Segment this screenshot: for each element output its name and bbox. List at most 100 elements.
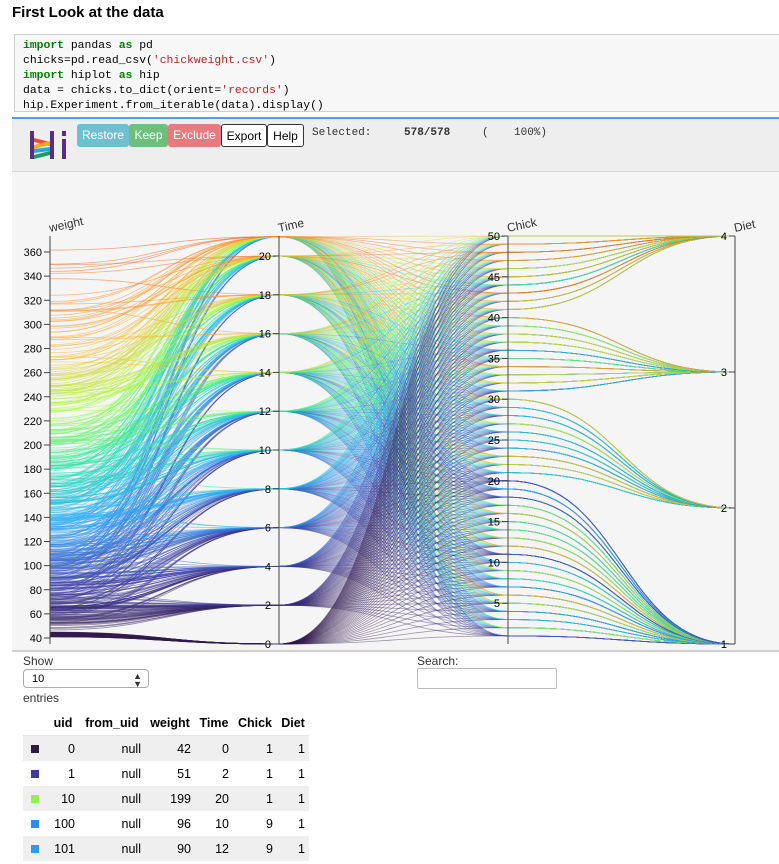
data-polyline [507,472,736,509]
table-row[interactable]: 1 null 51 2 1 1 [23,761,309,786]
export-button[interactable]: Export [221,124,267,147]
polyline-group [49,235,736,645]
code-token: 'chickweight.csv' [152,55,270,67]
data-polyline [507,333,736,373]
axis-title[interactable]: weight [47,214,85,235]
data-polyline [278,447,509,490]
axis-title[interactable]: Time [277,216,306,235]
data-polyline [507,415,736,509]
column-header[interactable] [23,710,47,736]
data-polyline [278,449,509,629]
table-row[interactable]: 10 null 199 20 1 1 [23,786,309,811]
table-row[interactable]: 101 null 90 12 9 1 [23,836,309,861]
data-polyline [49,527,280,550]
hiplot-logo-icon [30,131,66,159]
data-polyline [507,235,736,278]
plot-resize-handle[interactable] [12,650,779,652]
data-polyline [507,423,736,509]
hiplot-toolbar: Restore Keep Exclude Export Help Selecte… [12,119,779,172]
column-header[interactable]: Chick [233,710,277,736]
data-polyline [278,488,509,528]
data-polyline [278,410,509,547]
search-input[interactable] [417,668,557,689]
data-polyline [507,570,736,645]
column-header[interactable]: Time [195,710,233,736]
data-polyline [278,294,509,449]
data-polyline [507,464,736,509]
data-polyline [507,341,736,373]
data-polyline [507,635,736,645]
data-polyline [507,439,736,509]
axis-time[interactable]: 0 2 4 6 8 10 12 14 16 18 20 Time [259,216,306,651]
axis-title[interactable]: Diet [733,217,757,235]
data-polyline [278,255,509,318]
row-color-swatch [31,794,39,803]
table-cell: 90 [145,836,195,861]
data-polyline [278,255,509,294]
data-polyline [278,292,509,490]
data-polyline [278,276,509,373]
data-polyline [507,455,736,509]
data-polyline [507,235,736,302]
data-polyline [278,333,509,359]
data-polyline [278,255,509,376]
exclude-button[interactable]: Exclude [168,124,221,147]
data-polyline [49,449,280,600]
data-polyline [507,235,736,270]
data-polyline [507,529,736,645]
axis-tick-label: 300 [24,319,42,331]
selected-count: 578/578 [404,127,451,139]
column-header[interactable]: Diet [277,710,309,736]
data-polyline [507,235,736,278]
data-polyline [49,236,280,338]
axis-tick-label: 15 [488,517,500,529]
data-polyline [278,236,509,286]
column-header[interactable]: from_uid [79,710,145,736]
data-polyline [507,431,736,509]
data-polyline [278,235,509,645]
data-polyline [507,341,736,373]
entries-length-select[interactable]: 10 ▲ ▼ [23,669,149,689]
data-polyline [507,235,736,294]
data-polyline [278,488,509,514]
code-cell[interactable]: import pandas as pd chicks=pd.read_csv('c… [14,34,779,112]
data-polyline [507,610,736,645]
code-content[interactable]: import pandas as pd chicks=pd.read_csv('c… [15,35,779,114]
axis-title[interactable]: Chick [506,215,539,235]
data-polyline [278,390,509,606]
data-polyline [507,371,736,384]
data-polyline [278,406,509,528]
table-row[interactable]: 0 null 42 0 1 1 [23,735,309,761]
data-polyline [278,545,509,645]
data-polyline [507,496,736,645]
data-polyline [278,488,509,531]
column-header[interactable]: uid [47,710,79,736]
data-polyline [278,294,509,392]
data-polyline [278,251,509,373]
data-polyline [278,255,509,286]
data-polyline [49,333,280,405]
table-row[interactable]: 100 null 96 10 9 1 [23,811,309,836]
axis-diet[interactable]: 1 2 3 4 Diet [721,217,757,651]
parallel-coordinates-chart[interactable]: 4060801001201401601802002202402602803003… [0,0,779,660]
data-polyline [507,537,736,645]
data-polyline [49,255,280,266]
data-polyline [278,333,509,563]
data-polyline [278,235,509,373]
data-polyline [278,243,509,490]
data-polyline [278,372,509,580]
data-polyline [278,374,509,528]
data-polyline [278,317,509,373]
column-header[interactable]: weight [145,710,195,736]
axis-chick[interactable]: 5 10 15 20 25 30 35 40 45 50 Chick [488,215,539,644]
data-polyline [278,553,509,567]
data-polyline [278,284,509,528]
keep-button[interactable]: Keep [129,124,168,147]
data-polyline [507,406,736,509]
table-cell: null [79,786,145,811]
data-polyline [278,300,509,528]
help-button[interactable]: Help [267,124,304,147]
restore-button[interactable]: Restore [77,124,129,147]
data-polyline [507,545,736,645]
data-polyline [278,284,509,451]
